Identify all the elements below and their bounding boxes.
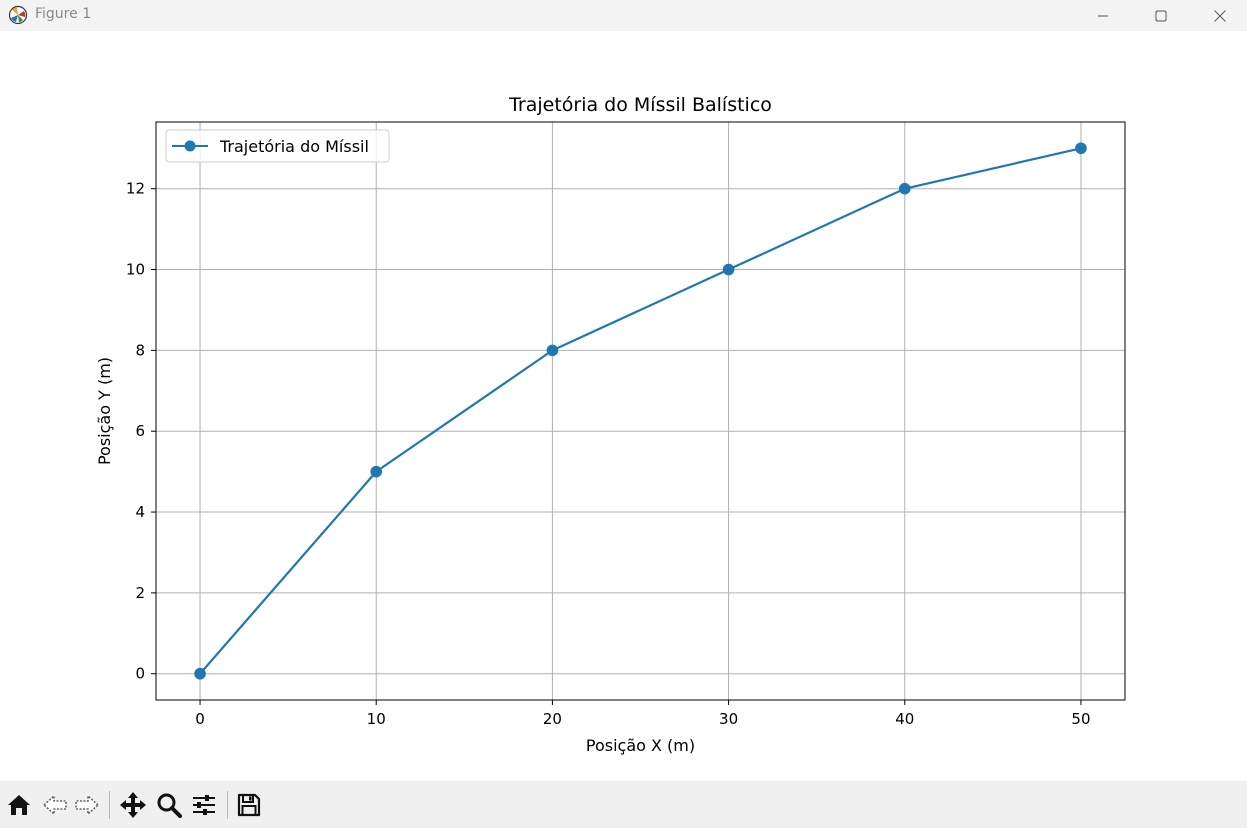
data-point xyxy=(722,263,735,276)
zoom-button[interactable] xyxy=(154,790,184,820)
line-chart: 0 10 20 30 40 50 0 2 4 6 8 10 12 Trajetória do Míssi… xyxy=(95,94,1126,755)
pan-button[interactable] xyxy=(118,790,148,820)
save-floppy-icon xyxy=(237,793,261,817)
series-line xyxy=(199,147,1082,675)
home-icon xyxy=(8,795,30,815)
y-tick-label: 10 xyxy=(126,261,145,279)
close-icon xyxy=(1214,9,1226,22)
y-tick-label: 0 xyxy=(135,665,145,683)
configure-subplots-icon xyxy=(193,795,215,815)
legend-label: Trajetória do Míssil xyxy=(219,137,369,156)
y-tick-label: 4 xyxy=(135,503,145,521)
series-layer xyxy=(194,142,1087,680)
home-button[interactable] xyxy=(4,790,34,820)
x-tick-label: 40 xyxy=(895,710,914,728)
zoom-magnifier-icon xyxy=(157,793,182,818)
x-tick-label: 30 xyxy=(719,710,738,728)
legend-box xyxy=(165,129,390,163)
chart-title: Trajetória do Míssil Balístico xyxy=(508,94,772,116)
data-point xyxy=(898,182,911,195)
legend-marker-swatch xyxy=(184,140,196,152)
maximize-icon xyxy=(1155,10,1167,21)
y-tick-label: 8 xyxy=(135,341,145,359)
y-axis-label: Posição Y (m) xyxy=(95,357,114,465)
y-tick-label: 2 xyxy=(135,584,145,602)
x-tick-label: 20 xyxy=(543,710,562,728)
back-button[interactable] xyxy=(40,790,70,820)
minimize-button[interactable] xyxy=(1080,0,1126,31)
matplotlib-app-icon xyxy=(8,5,28,25)
axis-ticks: 0 10 20 30 40 50 0 2 4 6 8 10 12 xyxy=(126,180,1091,728)
window-titlebar: Figure 1 xyxy=(0,0,1247,31)
window-title: Figure 1 xyxy=(35,6,92,22)
data-point xyxy=(1075,142,1087,155)
y-tick-label: 12 xyxy=(126,180,145,198)
legend: Trajetória do Míssil xyxy=(165,129,390,163)
grid-lines xyxy=(156,122,1125,700)
plot-area-frame xyxy=(155,121,1126,701)
forward-arrow-icon xyxy=(75,794,100,816)
data-point xyxy=(546,344,559,357)
x-tick-label: 50 xyxy=(1071,710,1090,728)
x-tick-label: 0 xyxy=(195,710,205,728)
close-button[interactable] xyxy=(1197,0,1243,31)
minimize-icon xyxy=(1098,15,1108,16)
x-axis-label: Posição X (m) xyxy=(586,736,695,755)
navigation-toolbar xyxy=(0,781,1247,828)
save-button[interactable] xyxy=(234,790,264,820)
maximize-button[interactable] xyxy=(1138,0,1184,31)
x-tick-label: 10 xyxy=(367,710,386,728)
back-arrow-icon xyxy=(42,794,67,816)
data-point xyxy=(194,667,206,680)
pan-move-icon xyxy=(120,792,146,818)
toolbar-separator xyxy=(227,791,228,819)
data-point xyxy=(370,465,383,478)
configure-subplots-button[interactable] xyxy=(189,790,219,820)
y-tick-label: 6 xyxy=(135,422,145,440)
forward-button[interactable] xyxy=(72,790,102,820)
toolbar-separator xyxy=(109,791,110,819)
